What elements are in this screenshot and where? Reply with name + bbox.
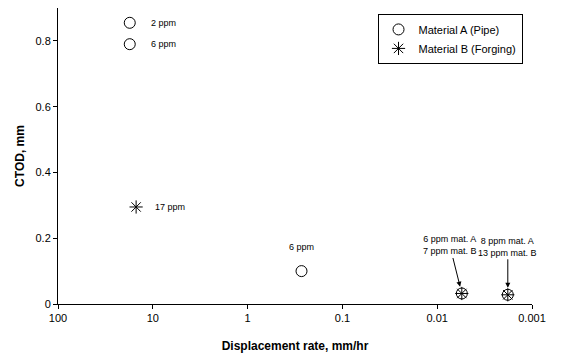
svg-text:8 ppm mat. A13 ppm mat. B: 8 ppm mat. A13 ppm mat. B	[478, 236, 537, 258]
svg-text:Material B (Forging): Material B (Forging)	[419, 43, 516, 55]
svg-text:6 ppm: 6 ppm	[289, 242, 314, 252]
svg-text:CTOD, mm: CTOD, mm	[13, 125, 27, 187]
svg-text:0.4: 0.4	[36, 166, 51, 178]
svg-text:10: 10	[147, 312, 159, 324]
svg-text:0.1: 0.1	[335, 312, 350, 324]
svg-text:17 ppm: 17 ppm	[155, 202, 185, 212]
svg-text:6 ppm mat. A7 ppm mat. B: 6 ppm mat. A7 ppm mat. B	[423, 234, 477, 256]
svg-text:0.2: 0.2	[36, 232, 51, 244]
svg-text:100: 100	[49, 312, 67, 324]
svg-text:6 ppm: 6 ppm	[151, 39, 176, 49]
svg-text:1: 1	[245, 312, 251, 324]
svg-text:0.01: 0.01	[426, 312, 447, 324]
svg-text:0: 0	[45, 298, 51, 310]
svg-text:Displacement rate, mm/hr: Displacement rate, mm/hr	[222, 339, 369, 353]
svg-text:Material A (Pipe): Material A (Pipe)	[419, 24, 500, 36]
svg-text:2 ppm: 2 ppm	[151, 18, 176, 28]
svg-text:0.001: 0.001	[518, 312, 546, 324]
svg-text:0.6: 0.6	[36, 101, 51, 113]
svg-text:0.8: 0.8	[36, 35, 51, 47]
